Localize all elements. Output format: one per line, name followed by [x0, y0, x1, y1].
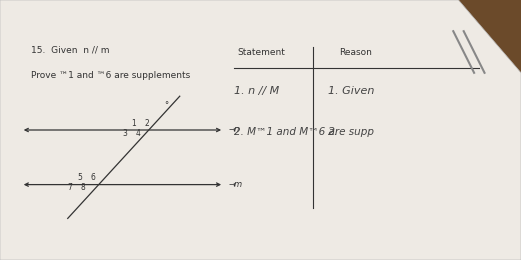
Text: 1. Given: 1. Given — [328, 86, 375, 96]
Text: 1. n // M: 1. n // M — [234, 86, 280, 96]
Text: Prove ™1 and ™6 are supplements: Prove ™1 and ™6 are supplements — [31, 71, 191, 80]
Text: °: ° — [164, 101, 168, 110]
Text: 2: 2 — [145, 119, 150, 128]
Text: $\rightarrow\!\!\!n$: $\rightarrow\!\!\!n$ — [227, 125, 240, 134]
Text: Statement: Statement — [237, 48, 285, 57]
Text: 2. M™1 and M™6 are supp: 2. M™1 and M™6 are supp — [234, 127, 375, 137]
Text: 2.: 2. — [328, 127, 339, 137]
Text: 5: 5 — [77, 173, 82, 182]
Text: 6: 6 — [91, 173, 95, 182]
Text: 4: 4 — [135, 129, 140, 138]
Text: 3: 3 — [122, 129, 127, 138]
Text: $\rightarrow\!\!\!m$: $\rightarrow\!\!\!m$ — [227, 180, 242, 189]
Text: Reason: Reason — [339, 48, 371, 57]
Text: 7: 7 — [68, 183, 72, 192]
Text: 1: 1 — [131, 119, 136, 128]
Text: 15.  Given  n // m: 15. Given n // m — [31, 45, 110, 54]
Text: 8: 8 — [81, 183, 85, 192]
